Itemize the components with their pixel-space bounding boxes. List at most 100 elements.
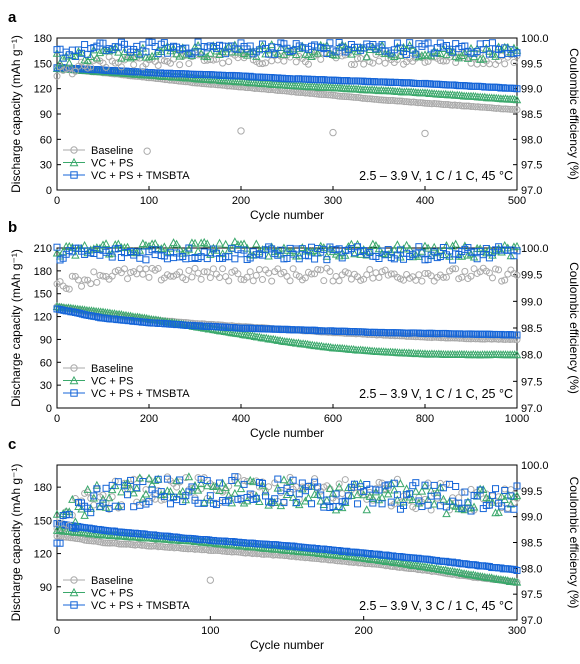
data-point xyxy=(485,104,493,112)
data-point xyxy=(89,493,99,502)
data-point xyxy=(196,479,206,488)
data-point xyxy=(143,542,151,550)
data-point xyxy=(513,49,521,57)
data-point xyxy=(362,52,371,61)
data-point xyxy=(483,575,491,583)
x-tick-label: 600 xyxy=(324,413,342,425)
data-point xyxy=(513,566,521,574)
data-point xyxy=(479,335,486,343)
data-point xyxy=(107,485,117,494)
data-point xyxy=(104,493,114,502)
data-point xyxy=(176,268,184,276)
data-point xyxy=(111,59,119,67)
data-point xyxy=(117,503,125,511)
data-point xyxy=(433,556,440,564)
data-point xyxy=(193,485,203,494)
data-point xyxy=(457,251,467,260)
data-point xyxy=(135,312,145,321)
data-point xyxy=(271,335,280,344)
data-point xyxy=(209,482,218,491)
data-point xyxy=(377,96,385,104)
data-point xyxy=(501,94,510,103)
data-point xyxy=(160,57,168,65)
data-point xyxy=(224,490,233,499)
data-point xyxy=(198,546,206,554)
x-tick-label: 1000 xyxy=(505,413,529,425)
y-tick-label-right: 97.5 xyxy=(521,589,542,601)
data-point xyxy=(90,537,98,545)
data-point xyxy=(405,98,413,106)
data-point xyxy=(289,265,297,273)
data-point xyxy=(453,334,461,342)
data-point xyxy=(199,497,209,506)
data-point xyxy=(166,272,174,280)
data-point xyxy=(203,481,212,490)
data-point xyxy=(105,53,113,61)
data-point xyxy=(442,334,450,342)
data-point xyxy=(368,95,376,103)
data-point xyxy=(301,274,309,282)
data-point xyxy=(102,484,110,492)
series-baseline-ce xyxy=(53,264,521,293)
data-point xyxy=(410,554,417,562)
data-point xyxy=(154,543,162,551)
data-point xyxy=(458,334,466,342)
data-point xyxy=(314,266,322,274)
y-axis-title-left: Discharge capacity (mAh g⁻¹) xyxy=(9,464,23,622)
legend-label: Baseline xyxy=(91,145,133,157)
condition-annotation: 2.5 – 3.9 V, 1 C / 1 C, 25 °C xyxy=(359,387,513,401)
data-point xyxy=(120,47,129,56)
data-point xyxy=(83,537,91,545)
data-point xyxy=(193,246,203,255)
data-point xyxy=(216,479,224,487)
data-point xyxy=(427,272,435,280)
data-point xyxy=(322,251,332,260)
data-point xyxy=(83,56,92,65)
data-point xyxy=(98,240,108,249)
data-point xyxy=(456,334,463,342)
data-point xyxy=(462,335,470,343)
data-point xyxy=(65,510,73,518)
x-tick-label: 500 xyxy=(508,195,526,207)
data-point xyxy=(504,270,512,278)
data-point xyxy=(321,549,331,558)
series-vc-ps-capacity xyxy=(52,64,522,104)
data-point xyxy=(320,277,328,285)
data-point xyxy=(446,334,454,342)
data-point xyxy=(99,272,107,280)
data-point xyxy=(233,478,243,487)
data-point xyxy=(314,483,322,491)
data-point xyxy=(150,542,158,550)
data-point xyxy=(107,248,117,257)
data-point xyxy=(452,265,460,273)
data-point xyxy=(354,500,362,508)
data-point xyxy=(280,499,288,507)
data-point xyxy=(389,552,397,560)
data-point xyxy=(318,90,325,98)
data-point xyxy=(246,268,254,276)
data-point xyxy=(219,265,227,273)
data-point xyxy=(225,277,233,285)
data-point xyxy=(343,93,351,101)
data-point xyxy=(317,266,325,274)
x-tick-label: 100 xyxy=(140,195,158,207)
data-point xyxy=(92,480,102,489)
data-point xyxy=(310,46,319,55)
data-point xyxy=(240,477,248,485)
data-point xyxy=(476,335,484,343)
data-point xyxy=(326,342,335,351)
data-point xyxy=(94,538,102,546)
data-point xyxy=(130,61,138,69)
data-point xyxy=(117,63,125,71)
data-point xyxy=(418,277,426,285)
data-point xyxy=(196,49,206,58)
x-axis-title: Cycle number xyxy=(250,208,324,222)
data-point xyxy=(465,335,473,343)
y-tick-label-right: 98.5 xyxy=(521,538,542,550)
data-point xyxy=(406,39,414,47)
data-point xyxy=(504,335,512,343)
y-tick-label-left: 180 xyxy=(34,266,52,278)
data-point xyxy=(335,480,343,488)
data-point xyxy=(81,276,89,284)
